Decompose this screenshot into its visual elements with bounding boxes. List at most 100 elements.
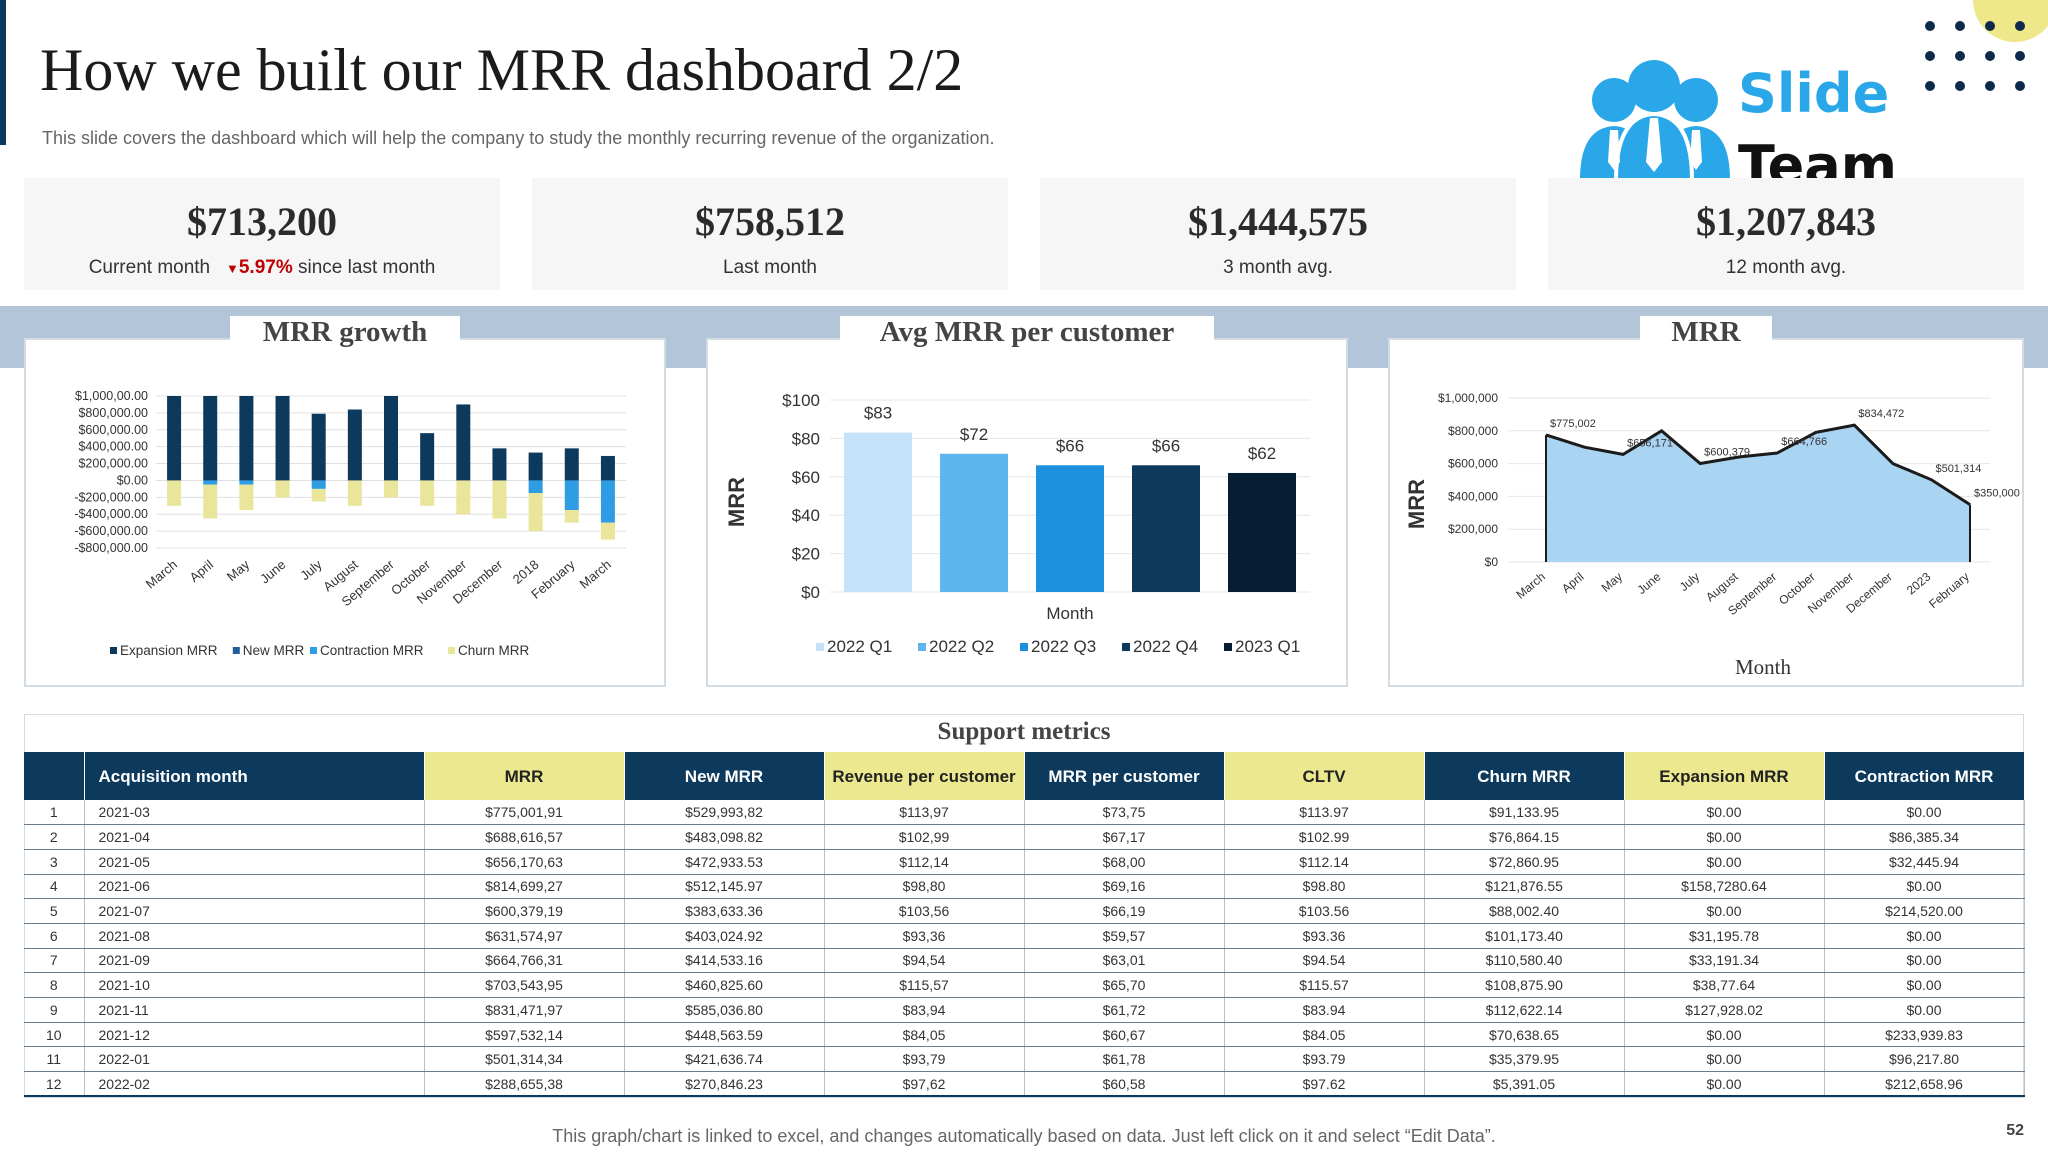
- table-cell: 8: [24, 972, 85, 998]
- y-tick-label: $1,000,00.00: [75, 389, 148, 403]
- table-cell: $70,638.65: [1424, 1022, 1625, 1048]
- table-cell: $121,876.55: [1424, 874, 1625, 900]
- table-cell: $31,195.78: [1624, 923, 1825, 949]
- legend-swatch: [1020, 643, 1028, 651]
- table-cell: $113.97: [1224, 800, 1425, 826]
- table-cell: $112,622.14: [1424, 997, 1625, 1023]
- bar-expansion-mrr: [347, 409, 362, 481]
- legend-label: 2022 Q1: [827, 637, 892, 656]
- table-cell: $421,636.74: [624, 1046, 825, 1073]
- bar-avg-mrr: [1132, 465, 1200, 592]
- mrr-growth-chart: $1,000,00.00 $800,000.00 $600,000.00 $400,0…: [74, 389, 626, 658]
- table-cell: $0.00: [1824, 800, 2025, 826]
- table-cell: $102.99: [1224, 824, 1425, 850]
- bar-churn-mrr: [167, 480, 182, 506]
- data-label: $66: [1152, 436, 1180, 455]
- bar-avg-mrr: [940, 453, 1008, 592]
- legend-label: New MRR: [243, 643, 305, 658]
- table-row: 9 2021-11 $831,471,97 $585,036.80 $83,94 $61,…: [24, 997, 2025, 1023]
- col-header-mrr-per-customer: MRR per customer: [1024, 752, 1225, 800]
- bar-expansion-mrr: [203, 396, 218, 481]
- footer-note: This graph/chart is linked to excel, and…: [552, 1126, 1496, 1146]
- page-subtitle: This slide covers the dashboard which wi…: [42, 128, 995, 148]
- table-cell: $288,655,38: [424, 1071, 625, 1098]
- y-axis-label: MRR: [1404, 479, 1429, 529]
- table-row: 5 2021-07 $600,379,19 $383,633.36 $103,56 $66…: [24, 898, 2025, 924]
- table-cell: $63,01: [1024, 948, 1225, 974]
- legend-swatch: [232, 647, 240, 654]
- kpi-value: $713,200: [187, 199, 337, 244]
- y-tick-label: $0.00: [117, 473, 148, 487]
- table-cell: $501,314,34: [424, 1046, 625, 1073]
- data-label: $66: [1056, 436, 1084, 455]
- table-cell: $103,56: [824, 898, 1025, 924]
- bar-avg-mrr: [844, 432, 912, 592]
- x-tick-label: April: [187, 557, 217, 585]
- table-cell: $115.57: [1224, 972, 1425, 998]
- down-arrow-icon: ▼: [225, 261, 239, 276]
- table-cell: $86,385.34: [1824, 824, 2025, 850]
- kpi-delta-suffix: since last month: [298, 257, 436, 278]
- table-row: 4 2021-06 $814,699,27 $512,145.97 $98,80 $69,…: [24, 874, 2025, 900]
- table-cell: 2021-10: [84, 972, 425, 998]
- table-cell: 2021-06: [84, 874, 425, 900]
- col-header-churn-mrr: Churn MRR: [1424, 752, 1625, 800]
- table-cell: $32,445.94: [1824, 849, 2025, 875]
- table-cell: $72,860.95: [1424, 849, 1625, 875]
- table-cell: $94.54: [1224, 948, 1425, 974]
- table-cell: $66,19: [1024, 898, 1225, 924]
- table-cell: $38,77.64: [1624, 972, 1825, 998]
- table-cell: $98.80: [1224, 874, 1425, 900]
- table-cell: $33,191.34: [1624, 948, 1825, 974]
- table-cell: $664,766,31: [424, 948, 625, 974]
- table-cell: 9: [24, 997, 85, 1023]
- table-cell: $108,875.90: [1424, 972, 1625, 998]
- bar-expansion-mrr: [167, 396, 182, 481]
- bar-expansion-mrr: [420, 433, 435, 481]
- table-cell: $0.00: [1624, 1046, 1825, 1073]
- x-tick-label: February: [1926, 570, 1972, 612]
- y-tick-label: $40: [792, 506, 820, 525]
- table-cell: $831,471,97: [424, 997, 625, 1023]
- bar-churn-mrr: [528, 493, 543, 532]
- table-cell: $93.79: [1224, 1046, 1425, 1073]
- bar-expansion-mrr: [239, 396, 254, 481]
- bar-churn-mrr: [456, 480, 471, 515]
- avg-mrr-chart: $100 $80 $60 $40 $20 $0 $83 $72 $66 $66 $62 Month MR…: [724, 391, 1310, 656]
- table-cell: $483,098.82: [624, 824, 825, 850]
- table-cell: 2021-03: [84, 800, 425, 826]
- table-cell: $233,939.83: [1824, 1022, 2025, 1048]
- x-axis-label: Month: [1046, 604, 1093, 623]
- table-cell: $0.00: [1624, 898, 1825, 924]
- bar-churn-mrr: [600, 522, 615, 540]
- table-cell: $83.94: [1224, 997, 1425, 1023]
- table-row: 6 2021-08 $631,574,97 $403,024.92 $93,36 $59,…: [24, 923, 2025, 949]
- bar-contraction-mrr: [564, 480, 579, 510]
- kpi-label: 12 month avg.: [1725, 257, 1847, 278]
- table-cell: $102,99: [824, 824, 1025, 850]
- x-tick-label: March: [577, 557, 614, 592]
- bar-contraction-mrr: [239, 480, 254, 485]
- table-cell: $512,145.97: [624, 874, 825, 900]
- table-cell: $103.56: [1224, 898, 1425, 924]
- table-cell: 2022-01: [84, 1046, 425, 1073]
- table-cell: $0.00: [1624, 824, 1825, 850]
- bar-avg-mrr: [1228, 472, 1296, 592]
- table-cell: 2022-02: [84, 1071, 425, 1098]
- table-cell: $93,36: [824, 923, 1025, 949]
- table-cell: $112.14: [1224, 849, 1425, 875]
- legend-label: 2023 Q1: [1235, 637, 1300, 656]
- table-cell: $60,67: [1024, 1022, 1225, 1048]
- table-cell: $0.00: [1824, 972, 2025, 998]
- table-cell: $212,658.96: [1824, 1071, 2025, 1098]
- mrr-title: MRR: [1640, 316, 1772, 349]
- y-tick-label: $20: [792, 545, 820, 564]
- table-cell: $61,72: [1024, 997, 1225, 1023]
- table-cell: $0.00: [1824, 948, 2025, 974]
- table-cell: $656,170,63: [424, 849, 625, 875]
- table-cell: $94,54: [824, 948, 1025, 974]
- kpi-label: Current month ▼5.97% since last month: [24, 257, 500, 279]
- table-cell: 2021-09: [84, 948, 425, 974]
- legend-label: 2022 Q4: [1133, 637, 1198, 656]
- y-tick-label: $1,000,000: [1438, 391, 1498, 405]
